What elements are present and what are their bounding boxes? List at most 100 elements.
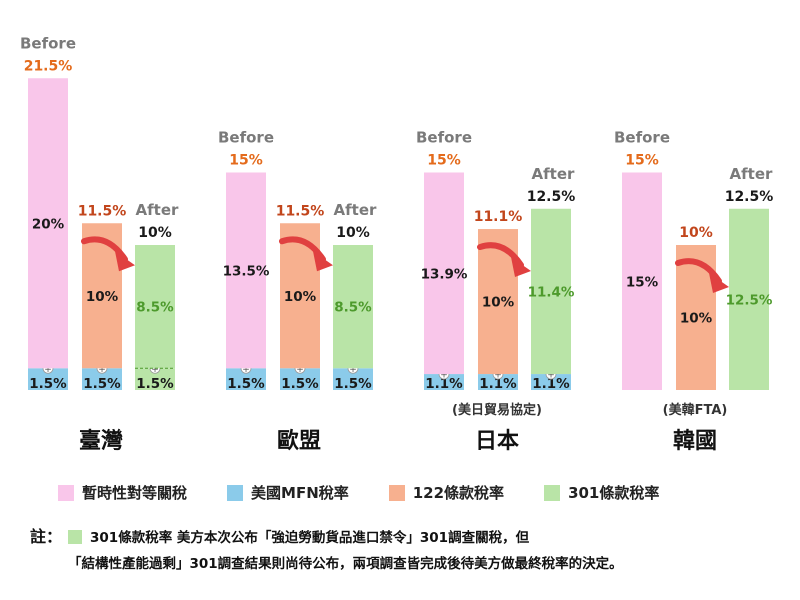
- footnote-text-1: 301條款稅率 美方本次公布「強迫勞動貨品進口禁令」301調查關稅，但: [90, 530, 530, 546]
- bar-segment-3-2-1: [729, 208, 769, 390]
- footnote-line-2: 「結構性產能過剩」301調查結果則尚待公布，兩項調查皆完成後待美方做最終稅率的決…: [68, 556, 623, 572]
- bar-segment-0-2-0: [135, 368, 175, 390]
- plus-sign-1-1: +: [296, 365, 304, 375]
- footnote: 註： 301條款稅率 美方本次公布「強迫勞動貨品進口禁令」301調查關稅，但 「結…: [30, 524, 790, 577]
- legend-label-mfn: 美國MFN稅率: [251, 484, 349, 502]
- bar-segment-0-0-0: [28, 368, 68, 390]
- segment-label-2-1-0: 1.1%: [479, 376, 517, 392]
- segment-label-0-0-0: 1.5%: [29, 376, 67, 392]
- footnote-line-1: 註： 301條款稅率 美方本次公布「強迫勞動貨品進口禁令」301調查關稅，但: [30, 524, 790, 551]
- segment-label-0-2-0: 1.5%: [136, 376, 174, 392]
- arrow-shaft-1: [279, 236, 326, 263]
- bar-segment-1-1-0: [280, 368, 320, 390]
- bar-segment-2-0-0: [424, 374, 464, 390]
- total-label-0-0: 21.5%: [24, 58, 73, 74]
- total-label-2-2: 12.5%: [527, 189, 576, 205]
- category-sublabel-3: (美韓FTA): [663, 402, 728, 418]
- legend: 暫時性對等關稅 美國MFN稅率 122條款稅率 301條款稅率: [58, 482, 699, 503]
- stacked-bar-chart: 1.5%+20%21.5%Before1.5%+10%11.5%1.5%+8.5…: [20, 34, 774, 454]
- stage-label-0-0: Before: [20, 34, 76, 52]
- legend-swatch-s301: [544, 484, 561, 501]
- legend-item-s301: 301條款稅率: [544, 482, 659, 503]
- stage-label-2-2: After: [532, 165, 575, 183]
- arrow-icon-0: [115, 251, 135, 272]
- plus-sign-1-0: +: [242, 365, 250, 375]
- total-label-2-1: 11.1%: [474, 209, 523, 225]
- arrow-icon-2: [511, 257, 531, 278]
- bar-segment-2-2-1: [531, 208, 571, 375]
- bar-segment-0-0-1: [28, 78, 68, 369]
- plus-sign-2-2: +: [547, 371, 555, 381]
- stage-label-3-0: Before: [614, 129, 670, 147]
- stage-label-1-2: After: [334, 201, 377, 219]
- category-label-0: 臺灣: [79, 429, 123, 454]
- segment-label-2-0-1: 13.9%: [421, 266, 468, 282]
- category-sublabel-2: (美日貿易協定): [452, 402, 542, 418]
- segment-label-0-0-1: 20%: [32, 216, 65, 232]
- total-label-0-1: 11.5%: [78, 203, 127, 219]
- legend-item-temporary: 暫時性對等關稅: [58, 482, 187, 503]
- segment-label-0-1-0: 1.5%: [83, 376, 121, 392]
- legend-item-mfn: 美國MFN稅率: [227, 482, 349, 503]
- segment-label-1-0-0: 1.5%: [227, 376, 265, 392]
- legend-label-s301: 301條款稅率: [568, 484, 660, 502]
- stage-label-2-0: Before: [416, 129, 472, 147]
- segment-label-1-1-1: 10%: [284, 289, 317, 305]
- total-label-0-2: 10%: [138, 225, 172, 241]
- category-label-2: 日本: [475, 429, 519, 454]
- bar-segment-0-1-0: [82, 368, 122, 390]
- legend-item-s122: 122條款稅率: [388, 482, 505, 503]
- segment-label-3-1-1: 10%: [680, 311, 713, 327]
- total-label-1-0: 15%: [229, 153, 263, 169]
- total-label-1-1: 11.5%: [276, 203, 325, 219]
- arrow-icon-1: [313, 251, 333, 272]
- bar-segment-1-2-0: [333, 368, 373, 390]
- bar-segment-2-1-0: [478, 374, 518, 390]
- segment-label-1-2-0: 1.5%: [334, 376, 372, 392]
- stage-label-0-2: After: [136, 201, 179, 219]
- bar-segment-2-0-1: [424, 172, 464, 375]
- legend-label-s122: 122條款稅率: [412, 484, 505, 502]
- total-label-1-2: 10%: [336, 225, 370, 241]
- footnote-swatch-301: [68, 530, 83, 544]
- total-label-3-0: 15%: [625, 153, 659, 169]
- total-label-2-0: 15%: [427, 153, 461, 169]
- total-label-3-2: 12.5%: [725, 189, 774, 205]
- category-label-1: 歐盟: [277, 428, 321, 454]
- bar-segment-0-2-1: [135, 245, 175, 369]
- bar-segment-2-2-0: [531, 374, 571, 390]
- segment-label-3-2-1: 12.5%: [726, 292, 773, 308]
- stage-label-3-2: After: [730, 165, 773, 183]
- arrow-shaft-0: [81, 236, 128, 263]
- segment-label-1-0-1: 13.5%: [223, 263, 270, 279]
- footnote-prefix: 註：: [30, 527, 63, 546]
- plus-sign-2-0: +: [440, 371, 448, 381]
- legend-swatch-temporary: [58, 484, 74, 501]
- segment-label-2-2-1: 11.4%: [528, 284, 575, 300]
- plus-sign-0-0: +: [44, 365, 52, 375]
- arrow-shaft-3: [675, 258, 722, 284]
- segment-label-3-0-1: 15%: [626, 274, 659, 290]
- plus-sign-0-1: +: [98, 365, 106, 375]
- segment-label-0-1-1: 10%: [86, 289, 119, 305]
- legend-swatch-s122: [388, 484, 405, 501]
- arrow-icon-3: [709, 273, 729, 293]
- plus-sign-0-2: +: [151, 365, 159, 375]
- bar-segment-3-0-1: [622, 172, 662, 390]
- bar-segment-1-0-0: [226, 368, 266, 390]
- segment-label-2-2-0: 1.1%: [532, 376, 570, 392]
- segment-label-1-1-0: 1.5%: [281, 376, 319, 392]
- bar-segment-1-2-1: [333, 245, 373, 369]
- arrow-shaft-2: [477, 242, 524, 269]
- segment-label-1-2-1: 8.5%: [334, 300, 372, 316]
- plus-sign-1-2: +: [349, 365, 357, 375]
- stage-label-1-0: Before: [218, 129, 274, 147]
- segment-label-2-1-1: 10%: [482, 295, 515, 311]
- plus-sign-2-1: +: [494, 371, 502, 381]
- segment-label-2-0-0: 1.1%: [425, 376, 463, 392]
- total-label-3-1: 10%: [679, 225, 713, 241]
- segment-label-0-2-1: 8.5%: [136, 300, 174, 316]
- bar-segment-1-0-1: [226, 172, 266, 369]
- legend-label-temporary: 暫時性對等關稅: [82, 484, 188, 502]
- legend-swatch-mfn: [227, 484, 244, 501]
